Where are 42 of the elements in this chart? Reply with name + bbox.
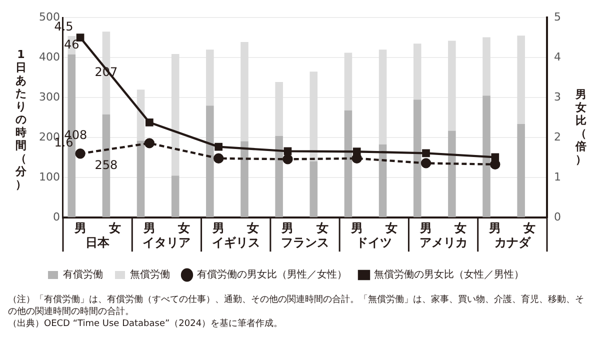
text: （出典）OECD “Time Use Database”（2024）を基に筆者作成。 [8,318,284,330]
data-label: 258 [94,158,118,172]
y2-tick-label: 4 [554,50,561,64]
x-tick-label: 男 [142,220,156,235]
x-tick-label: 女 [246,220,260,235]
x-tick-label: 男 [280,220,294,235]
y2-tick-label: 1 [554,170,561,184]
y-tick-label: 400 [38,50,60,64]
text: カナダ [494,236,532,250]
legend-label: 有償労働の男女比（男性／女性） [197,268,347,281]
text: ドイツ [356,236,392,250]
text: イギリス [212,236,260,250]
y2-tick-label: 5 [554,10,561,24]
legend-label: 無償労働の男女比（女性／男性） [374,268,524,281]
x-tick-label: 女 [108,220,121,235]
y2-tick-label: 0 [554,210,561,224]
text: （注）「有償労働」は、有償労働（すべての仕事）、通勤、その他の関連時間の合計。「無償労働」は、家事、買い物、介護、育児、移動、その他の関連時間の時間の合計。 [8,294,585,318]
text: イタリア [142,236,191,250]
text: 1日あたりの時間（分） [16,48,26,191]
y-tick-label: 100 [38,170,60,184]
text: アメリカ [419,236,468,250]
data-label: 46 [64,37,80,52]
y-tick-label: 0 [52,210,60,224]
legend-label: 有償労働 [63,268,103,281]
x-tick-label: 男 [419,220,432,235]
y2-axis-title: 男女比（倍） [574,88,588,166]
text: 日本 [86,236,111,250]
x-tick-label: 女 [454,220,467,235]
x-tick-label: 男 [212,220,225,235]
x-tick-label: 女 [176,220,190,235]
x-tick-label: 女 [384,220,398,235]
x-tick-label: 女 [315,220,328,235]
legend-label: 無償労働 [130,268,170,281]
x-tick-label: 男 [350,220,363,235]
y-tick-label: 300 [38,90,60,104]
y2-tick-label: 3 [554,90,561,104]
text: フランス [281,236,329,250]
y2-tick-label: 2 [554,130,561,144]
x-tick-label: 男 [73,220,86,235]
x-tick-label: 男 [488,220,502,235]
x-tick-label: 女 [522,220,536,235]
y-tick-label: 500 [38,10,60,24]
